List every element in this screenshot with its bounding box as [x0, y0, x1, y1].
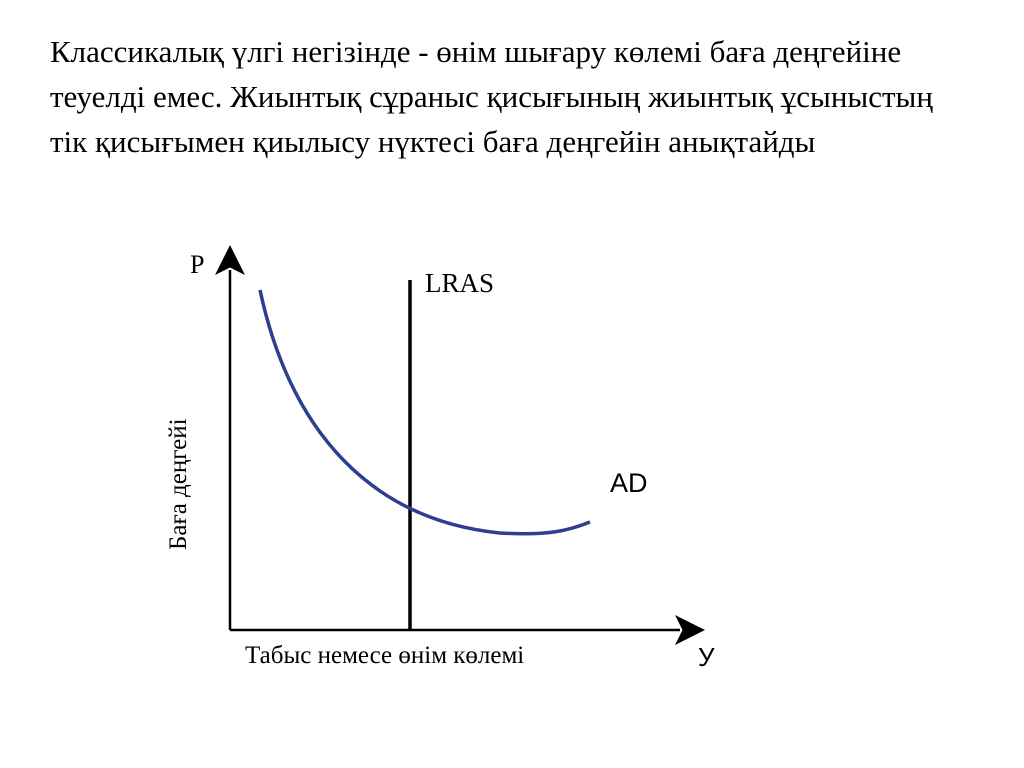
slide: Классикалық үлгі негізінде - өнім шығару… [0, 0, 1024, 768]
x-axis-label: У [698, 642, 715, 673]
ad-lras-chart: P У LRAS AD Табыс немесе өнім көлемі Бағ… [150, 250, 850, 730]
ad-label: AD [610, 468, 648, 499]
y-axis-label: P [190, 250, 204, 280]
ad-curve [260, 290, 590, 534]
lras-label: LRAS [425, 268, 494, 299]
x-axis-title: Табыс немесе өнім көлемі [245, 642, 524, 670]
body-text: Классикалық үлгі негізінде - өнім шығару… [50, 30, 970, 165]
y-axis-title: Баға деңгейі [165, 418, 193, 550]
